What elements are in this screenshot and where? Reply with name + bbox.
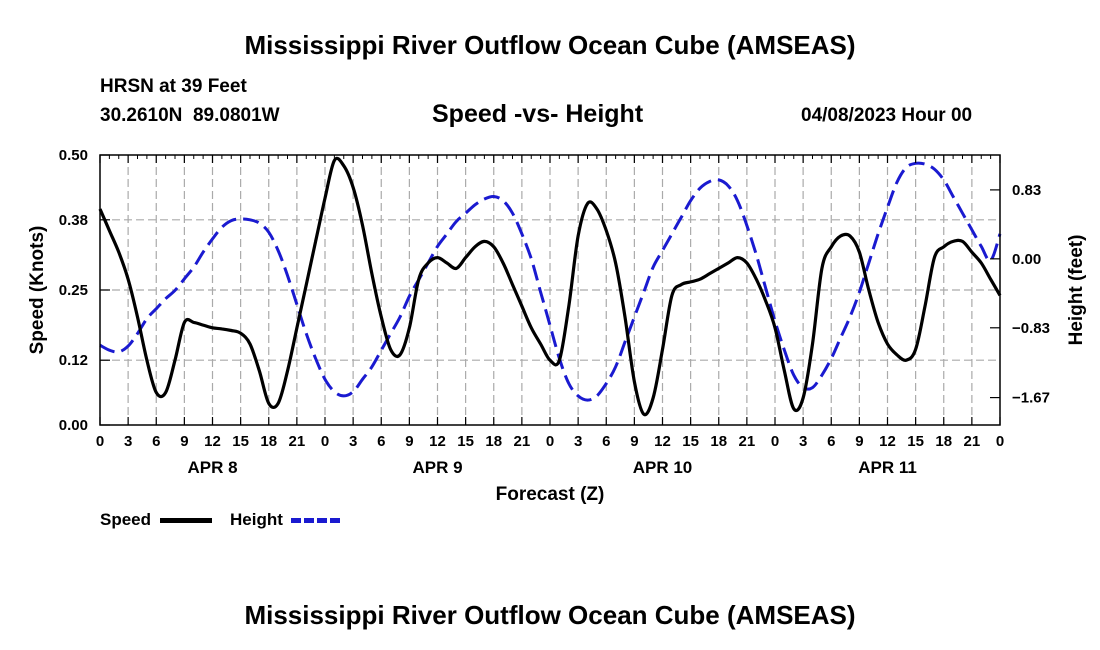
- x-tick-label: 15: [232, 433, 249, 450]
- x-tick-label: 6: [152, 433, 160, 450]
- x-tick-label: 21: [514, 433, 531, 450]
- x-tick-label: 9: [630, 433, 638, 450]
- x-tick-label: 3: [349, 433, 357, 450]
- x-tick-label: 0: [546, 433, 554, 450]
- coordinates-label: 30.2610N 89.0801W: [100, 105, 280, 126]
- x-tick-label: 18: [485, 433, 502, 450]
- x-tick-label: 12: [879, 433, 896, 450]
- legend-speed-swatch: [160, 518, 212, 523]
- y-axis-title: Speed (Knots): [27, 226, 48, 355]
- x-tick-label: 18: [935, 433, 952, 450]
- height-series-line: [99, 161, 1002, 402]
- x-tick-label: 21: [964, 433, 981, 450]
- y2-tick-label: 0.83: [1012, 182, 1041, 199]
- x-tick-label: 0: [996, 433, 1004, 450]
- speed-series-line: [98, 156, 1002, 417]
- y2-tick-label: −1.67: [1012, 390, 1050, 407]
- axis-ticks: [99, 154, 1001, 426]
- x-tick-label: 3: [574, 433, 582, 450]
- day-label: APR 11: [858, 458, 917, 477]
- x-tick-label: 6: [827, 433, 835, 450]
- x-tick-label: 15: [457, 433, 474, 450]
- y2-tick-label: −0.83: [1012, 320, 1050, 337]
- legend-height-label: Height: [230, 510, 283, 529]
- legend-speed-label: Speed: [100, 510, 152, 529]
- forecast-datetime: 04/08/2023 Hour 00: [801, 105, 973, 126]
- main-title: Mississippi River Outflow Ocean Cube (AM…: [244, 30, 856, 60]
- x-tick-label: 9: [405, 433, 413, 450]
- x-tick-label: 0: [96, 433, 104, 450]
- y2-axis-title: Height (feet): [1066, 235, 1087, 346]
- x-tick-label: 12: [204, 433, 221, 450]
- y2-tick-label: 0.00: [1012, 251, 1041, 268]
- x-tick-label: 6: [602, 433, 610, 450]
- x-tick-label: 3: [799, 433, 807, 450]
- series-group: [98, 156, 1002, 417]
- x-tick-label: 18: [260, 433, 277, 450]
- x-tick-label: 21: [289, 433, 306, 450]
- x-tick-label: 0: [321, 433, 329, 450]
- chart-subtitle: Speed -vs- Height: [432, 100, 644, 128]
- grid-lines: [100, 155, 1000, 425]
- x-tick-label: 9: [180, 433, 188, 450]
- x-tick-label: 0: [771, 433, 779, 450]
- x-tick-label: 12: [429, 433, 446, 450]
- x-tick-label: 15: [682, 433, 699, 450]
- y-tick-label: 0.12: [59, 352, 88, 369]
- x-tick-label: 6: [377, 433, 385, 450]
- y-tick-label: 0.50: [59, 147, 88, 164]
- x-tick-label: 12: [654, 433, 671, 450]
- day-label: APR 10: [633, 458, 693, 477]
- x-tick-label: 15: [907, 433, 924, 450]
- legend-height-swatch: [291, 518, 343, 523]
- y-tick-label: 0.25: [59, 282, 88, 299]
- axis-labels: 0 3 6 9 12 15 18 21 0 3 6 9 12 15 18 21 0 3 6 9 12 15 18 21 0 3 6 9…: [27, 147, 1087, 505]
- day-label: APR 9: [412, 458, 462, 477]
- y-tick-label: 0.00: [59, 417, 88, 434]
- station-label: HRSN at 39 Feet: [100, 76, 247, 97]
- x-axis-title: Forecast (Z): [496, 484, 605, 505]
- x-tick-label: 18: [710, 433, 727, 450]
- x-tick-label: 3: [124, 433, 132, 450]
- footer-title: Mississippi River Outflow Ocean Cube (AM…: [244, 600, 856, 630]
- x-tick-label: 21: [739, 433, 756, 450]
- x-tick-label: 9: [855, 433, 863, 450]
- y-tick-label: 0.38: [59, 212, 88, 229]
- day-label: APR 8: [187, 458, 237, 477]
